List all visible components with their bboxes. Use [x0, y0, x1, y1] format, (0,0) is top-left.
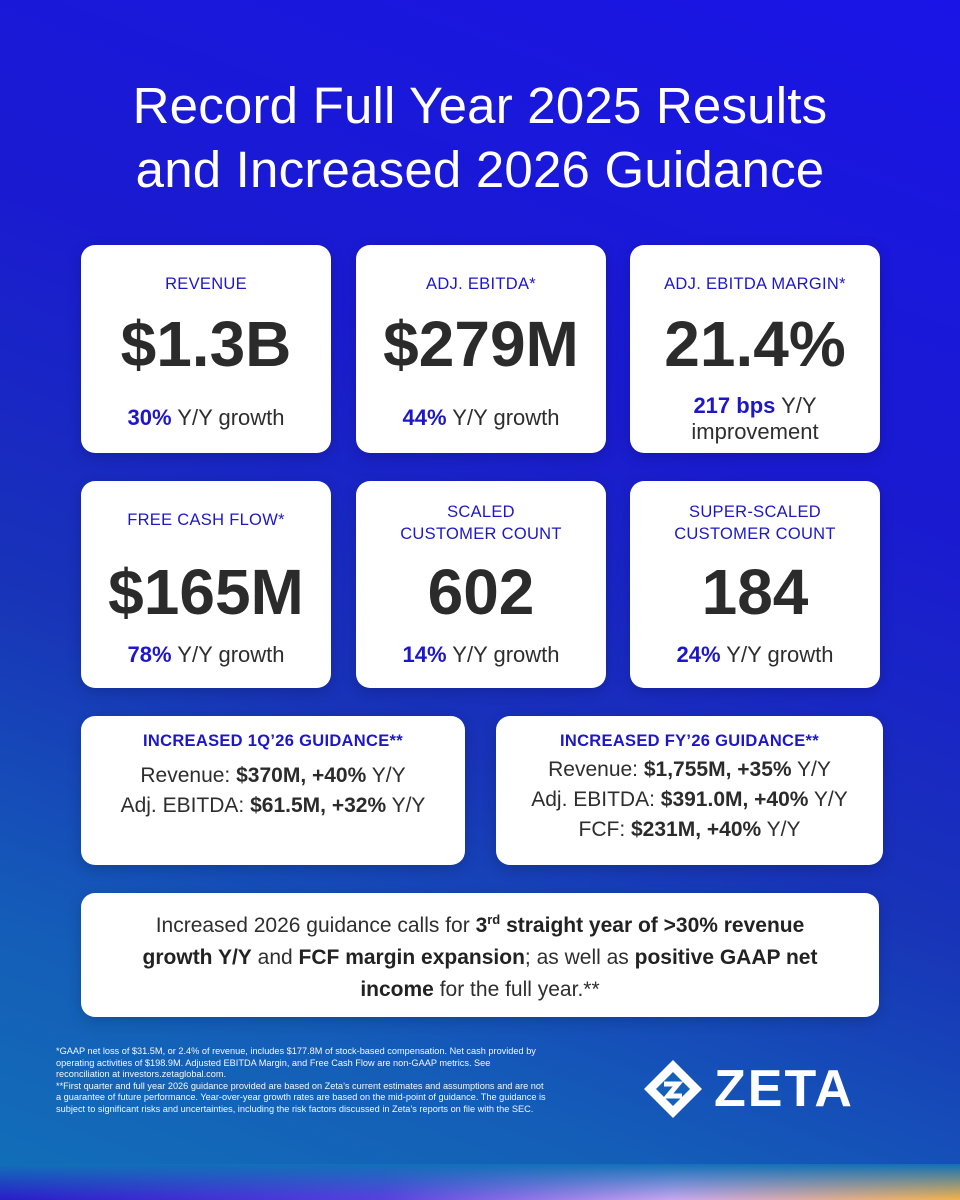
q1-guidance-revenue: Revenue: $370M, +40% Y/Y: [140, 764, 406, 787]
free-cash-flow-card: FREE CASH FLOW* $165M 78% Y/Y growth: [81, 481, 331, 688]
adj-ebitda-value: $279M: [383, 308, 579, 380]
title-line-1: Record Full Year 2025 Results: [132, 77, 828, 134]
super-scaled-customer-value: 184: [701, 556, 809, 628]
adj-ebitda-margin-value: 21.4%: [664, 308, 846, 380]
guidance-summary-card: Increased 2026 guidance calls for 3rd st…: [81, 893, 879, 1017]
adj-ebitda-margin-growth: 217 bps Y/Y improvement: [691, 393, 819, 444]
revenue-label: REVENUE: [165, 275, 247, 293]
title-line-2: and Increased 2026 Guidance: [135, 141, 825, 198]
q1-guidance-heading: INCREASED 1Q’26 GUIDANCE**: [143, 732, 403, 750]
footnote-1: *GAAP net loss of $31.5M, or 2.4% of rev…: [56, 1046, 536, 1079]
adj-ebitda-card: ADJ. EBITDA* $279M 44% Y/Y growth: [356, 245, 606, 453]
revenue-growth: 30% Y/Y growth: [127, 405, 285, 430]
super-scaled-customer-growth: 24% Y/Y growth: [676, 642, 834, 667]
q1-guidance-card: INCREASED 1Q’26 GUIDANCE** Revenue: $370…: [81, 716, 465, 865]
scaled-customer-value: 602: [427, 556, 535, 628]
super-scaled-customer-label: SUPER-SCALED CUSTOMER COUNT: [674, 503, 836, 543]
q1-guidance-ebitda: Adj. EBITDA: $61.5M, +32% Y/Y: [120, 794, 426, 817]
revenue-card: REVENUE $1.3B 30% Y/Y growth: [81, 245, 331, 453]
adj-ebitda-margin-label: ADJ. EBITDA MARGIN*: [664, 275, 846, 293]
revenue-value: $1.3B: [120, 308, 292, 380]
guidance-summary-text: Increased 2026 guidance calls for 3rd st…: [142, 912, 818, 1001]
free-cash-flow-value: $165M: [108, 556, 304, 628]
fy-guidance-ebitda: Adj. EBITDA: $391.0M, +40% Y/Y: [531, 788, 848, 811]
footnotes: *GAAP net loss of $31.5M, or 2.4% of rev…: [56, 1046, 546, 1115]
adj-ebitda-label: ADJ. EBITDA*: [426, 275, 536, 293]
scaled-customer-growth: 14% Y/Y growth: [402, 642, 560, 667]
free-cash-flow-label: FREE CASH FLOW*: [127, 511, 285, 529]
bottom-gradient-strip: [0, 1164, 960, 1200]
zeta-logo: ZETA: [640, 1056, 862, 1122]
adj-ebitda-margin-card: ADJ. EBITDA MARGIN* 21.4% 217 bps Y/Y im…: [630, 245, 880, 453]
zeta-wordmark: ZETA: [714, 1060, 854, 1118]
fy-guidance-heading: INCREASED FY’26 GUIDANCE**: [559, 732, 819, 750]
zeta-diamond-icon: [644, 1060, 702, 1118]
fy-guidance-card: INCREASED FY’26 GUIDANCE** Revenue: $1,7…: [496, 716, 883, 865]
super-scaled-customer-card: SUPER-SCALED CUSTOMER COUNT 184 24% Y/Y …: [630, 481, 880, 688]
scaled-customer-label: SCALED CUSTOMER COUNT: [400, 503, 562, 543]
adj-ebitda-growth: 44% Y/Y growth: [402, 405, 560, 430]
footnote-2: **First quarter and full year 2026 guida…: [56, 1080, 546, 1114]
free-cash-flow-growth: 78% Y/Y growth: [127, 642, 285, 667]
page-title: Record Full Year 2025 Results and Increa…: [0, 74, 960, 202]
fy-guidance-revenue: Revenue: $1,755M, +35% Y/Y: [548, 758, 831, 781]
scaled-customer-card: SCALED CUSTOMER COUNT 602 14% Y/Y growth: [356, 481, 606, 688]
fy-guidance-fcf: FCF: $231M, +40% Y/Y: [578, 818, 801, 841]
